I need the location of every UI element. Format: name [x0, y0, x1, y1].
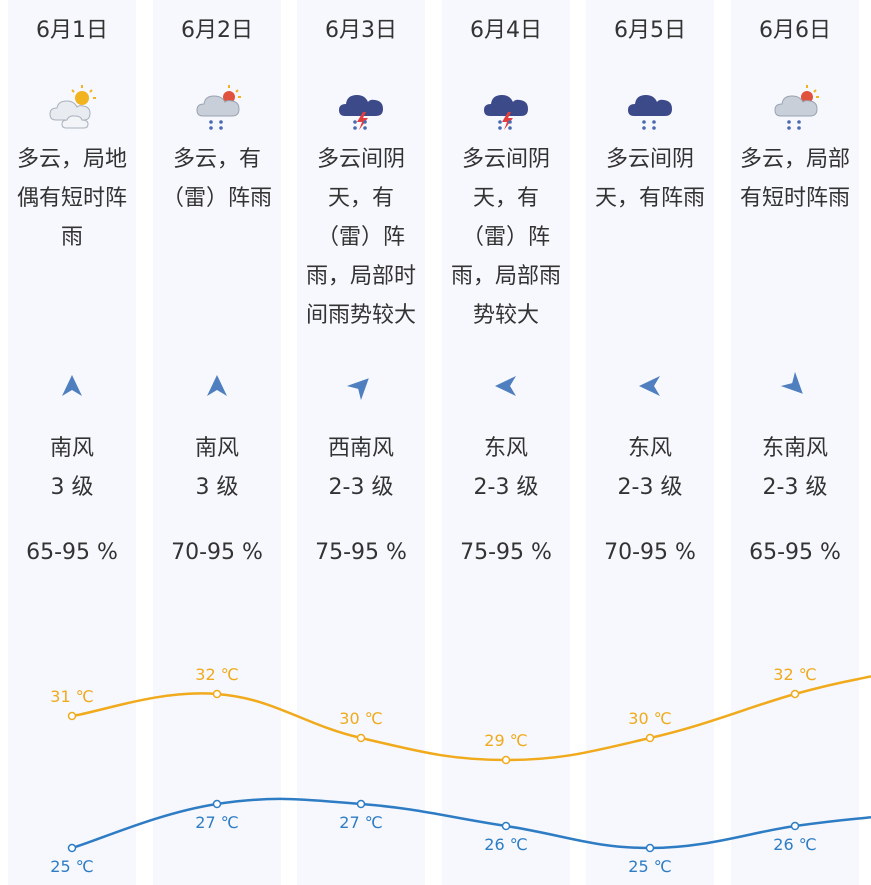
low-temp-label: 27 ℃ — [339, 813, 382, 832]
weather-description: 多云，有 （雷）阵雨 — [153, 140, 281, 218]
weather-description-line: （雷）阵雨 — [161, 186, 272, 211]
low-temp-label: 26 ℃ — [773, 835, 816, 854]
cloudy-rain-sun-icon — [191, 80, 245, 134]
humidity: 70-95 % — [604, 540, 696, 565]
rain-cloud-icon — [624, 80, 678, 134]
high-temp-line — [71, 675, 871, 762]
wind-direction: 南风 — [49, 436, 94, 461]
high-temp-label: 32 ℃ — [773, 665, 816, 684]
weather-description-line: 有短时阵雨 — [739, 186, 850, 211]
weather-description: 多云间阴天，有阵雨 — [586, 140, 714, 218]
day-column: 6月2日多云，有 （雷）阵雨南风 3 级 70-95 % — [153, 0, 281, 885]
wind-direction-arrow-icon — [775, 366, 815, 406]
weather-description-line: 多云间阴 — [605, 147, 694, 172]
low-temp-label: 27 ℃ — [195, 813, 238, 832]
high-temp-label: 30 ℃ — [339, 709, 382, 728]
wind-direction-arrow-icon — [203, 372, 231, 400]
day-date: 6月1日 — [36, 18, 108, 43]
day-date: 6月6日 — [759, 18, 831, 43]
low-temp-point — [790, 821, 800, 831]
high-temp-label: 31 ℃ — [50, 687, 93, 706]
humidity: 65-95 % — [26, 540, 118, 565]
cloudy-rain-sun-icon — [769, 80, 823, 134]
day-date: 6月4日 — [470, 18, 542, 43]
day-column: 6月4日多云间阴天，有 （雷）阵雨，局部雨势较大东风 2-3 级 75-95 % — [442, 0, 570, 885]
high-temp-point — [501, 755, 511, 765]
weather-description-line: 雨，局部雨 — [450, 264, 561, 289]
high-temp-label: 32 ℃ — [195, 665, 238, 684]
high-temp-label: 29 ℃ — [484, 731, 527, 750]
weather-description-line: 多云，有 — [172, 147, 261, 172]
weather-description: 多云，局部有短时阵雨 — [731, 140, 859, 218]
wind-level: 2-3 级 — [473, 475, 539, 500]
wind-direction: 南风 — [194, 436, 239, 461]
weather-description-line: 多云间阴 — [461, 147, 550, 172]
day-date: 6月5日 — [614, 18, 686, 43]
wind-direction: 东风 — [483, 436, 528, 461]
weather-description-line: 偶有短时阵 — [16, 186, 127, 211]
weather-description-line: 天，有 — [472, 186, 539, 211]
wind-level: 3 级 — [195, 475, 239, 500]
weather-description-line: 势较大 — [472, 303, 539, 328]
wind-level: 2-3 级 — [328, 475, 394, 500]
humidity: 75-95 % — [315, 540, 407, 565]
wind-direction-arrow-icon — [636, 372, 664, 400]
day-column: 6月1日多云，局地偶有短时阵雨南风 3 级 65-95 % — [8, 0, 136, 885]
weather-description-line: 天，有 — [327, 186, 394, 211]
day-date: 6月2日 — [181, 18, 253, 43]
day-column: 6月6日多云，局部有短时阵雨东南风 2-3 级 65-95 % — [731, 0, 859, 885]
weather-description-line: 间雨势较大 — [305, 303, 416, 328]
humidity: 70-95 % — [171, 540, 263, 565]
partly-cloudy-icon — [46, 80, 100, 134]
high-temp-point — [212, 689, 222, 699]
low-temp-label: 25 ℃ — [628, 857, 671, 876]
day-date: 6月3日 — [325, 18, 397, 43]
high-temp-point — [645, 733, 655, 743]
high-temp-point — [67, 711, 77, 721]
weather-description-line: 雨 — [60, 225, 83, 250]
thunderstorm-icon — [335, 80, 389, 134]
weather-description: 多云间阴天，有 （雷）阵雨，局部雨势较大 — [442, 140, 570, 335]
low-temp-point — [356, 799, 366, 809]
low-temp-label: 26 ℃ — [484, 835, 527, 854]
low-temp-point — [501, 821, 511, 831]
low-temp-point — [67, 843, 77, 853]
wind-direction-arrow-icon — [341, 366, 381, 406]
thunderstorm-icon — [480, 80, 534, 134]
low-temp-label: 25 ℃ — [50, 857, 93, 876]
wind-direction: 东风 — [627, 436, 672, 461]
weather-description-line: （雷）阵 — [316, 225, 405, 250]
weather-description-line: （雷）阵 — [461, 225, 550, 250]
low-temp-line — [71, 797, 871, 850]
weather-description-line: 多云，局地 — [16, 147, 127, 172]
weather-description-line: 雨，局部时 — [305, 264, 416, 289]
high-temp-point — [790, 689, 800, 699]
humidity: 65-95 % — [749, 540, 841, 565]
wind-direction-arrow-icon — [492, 372, 520, 400]
weather-description-line: 多云间阴 — [316, 147, 405, 172]
weather-description: 多云间阴天，有 （雷）阵雨，局部时间雨势较大 — [297, 140, 425, 335]
low-temp-point — [212, 799, 222, 809]
wind-direction-arrow-icon — [58, 372, 86, 400]
high-temp-point — [356, 733, 366, 743]
humidity: 75-95 % — [460, 540, 552, 565]
wind-level: 3 级 — [50, 475, 94, 500]
low-temp-point — [645, 843, 655, 853]
wind-level: 2-3 级 — [762, 475, 828, 500]
high-temp-label: 30 ℃ — [628, 709, 671, 728]
weather-description-line: 多云，局部 — [739, 147, 850, 172]
wind-direction: 西南风 — [327, 436, 394, 461]
weather-description: 多云，局地偶有短时阵雨 — [8, 140, 136, 257]
wind-direction: 东南风 — [761, 436, 828, 461]
weather-description-line: 天，有阵雨 — [594, 186, 705, 211]
wind-level: 2-3 级 — [617, 475, 683, 500]
